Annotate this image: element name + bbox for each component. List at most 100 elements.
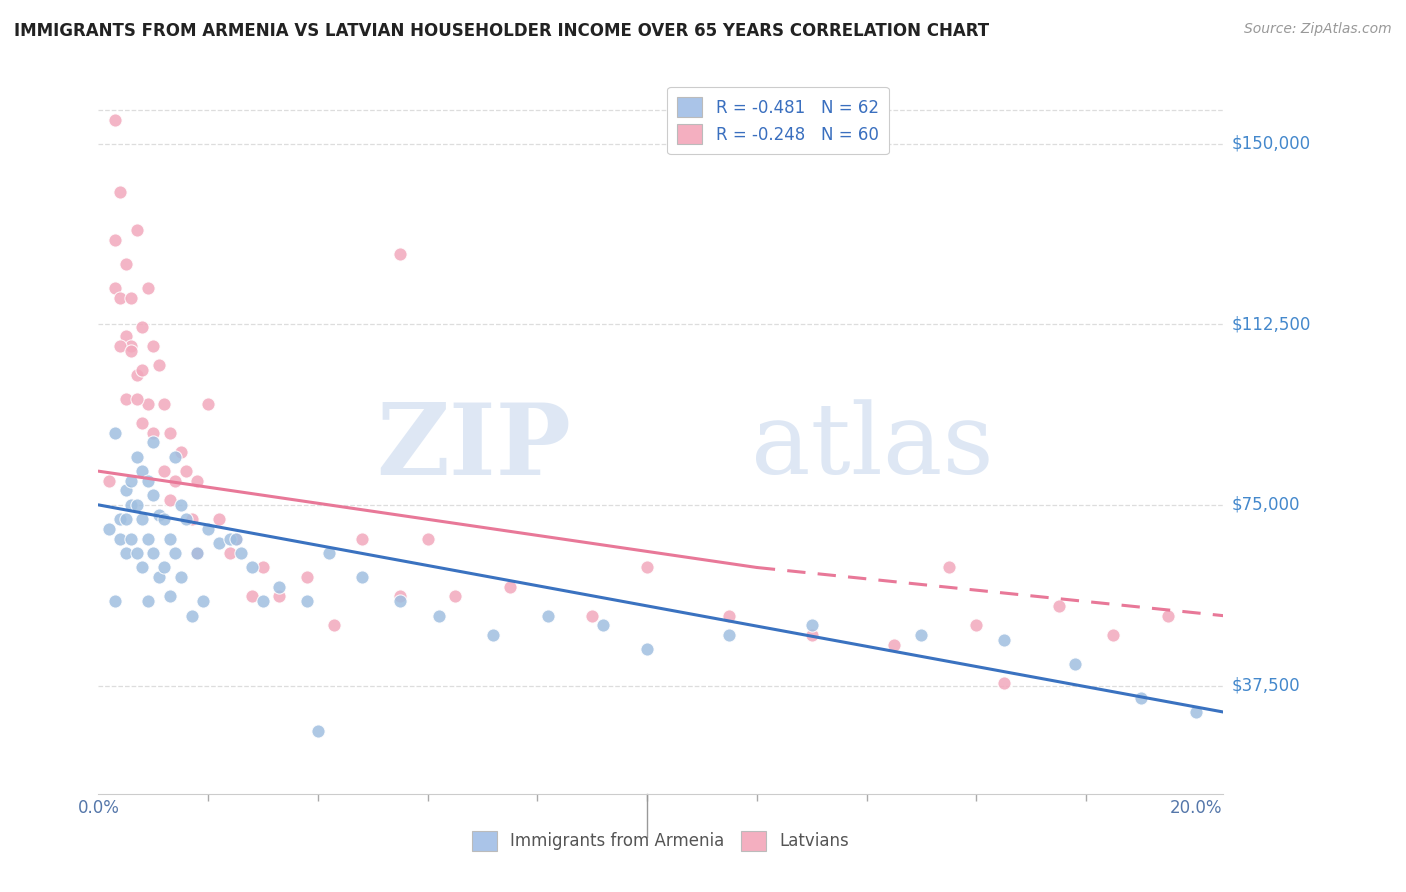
Text: $75,000: $75,000 [1232,496,1301,514]
Text: Source: ZipAtlas.com: Source: ZipAtlas.com [1244,22,1392,37]
Point [191,594,214,608]
Point [180,512,202,526]
Point [98,474,121,488]
Point [110,512,132,526]
Point [131,363,153,377]
Point [115,257,138,271]
Point [115,512,138,526]
Text: atlas: atlas [751,400,994,495]
Point [131,319,153,334]
Point [159,493,181,508]
Point [98,522,121,536]
Point [219,546,242,560]
Point [125,450,148,464]
Point [120,339,142,353]
Point [120,291,142,305]
Point [148,570,170,584]
Point [389,247,412,261]
Point [295,570,318,584]
Point [180,608,202,623]
Point [159,532,181,546]
Point [136,474,159,488]
Point [125,392,148,406]
Point [153,512,176,526]
Point [295,594,318,608]
Point [131,560,153,574]
Point [115,392,138,406]
Point [115,329,138,343]
Point [159,590,181,604]
Point [125,498,148,512]
Point [142,546,165,560]
Point [131,512,153,526]
Point [444,590,467,604]
Point [636,642,658,657]
Point [148,358,170,372]
Point [153,464,176,478]
Point [120,343,142,358]
Point [499,580,522,594]
Point [136,594,159,608]
Point [186,546,208,560]
Point [131,416,153,430]
Point [1129,690,1152,705]
Point [153,397,176,411]
Point [219,532,242,546]
Point [240,560,263,574]
Point [537,608,560,623]
Text: $112,500: $112,500 [1232,315,1310,334]
Point [938,560,960,574]
Point [197,397,219,411]
Point [110,291,132,305]
Point [389,590,412,604]
Point [142,488,165,502]
Point [104,281,127,295]
Point [910,628,932,642]
Point [350,570,373,584]
Point [252,594,274,608]
Point [120,498,142,512]
Point [269,590,291,604]
Point [208,536,231,550]
Point [115,483,138,498]
Point [165,546,187,560]
Point [240,590,263,604]
Point [592,618,614,632]
Point [1047,599,1070,613]
Point [883,638,905,652]
Point [1102,628,1125,642]
Point [104,425,127,440]
Point [416,532,439,546]
Point [350,532,373,546]
Point [142,339,165,353]
Point [318,546,340,560]
Point [110,339,132,353]
Point [993,676,1015,690]
Point [269,580,291,594]
Point [120,532,142,546]
Point [125,223,148,237]
Point [165,474,187,488]
Point [159,425,181,440]
Point [186,474,208,488]
Point [174,512,197,526]
Point [225,532,247,546]
Point [153,560,176,574]
Point [197,522,219,536]
Point [125,546,148,560]
Point [142,435,165,450]
Point [800,618,823,632]
Point [323,618,346,632]
Point [104,594,127,608]
Point [104,112,127,127]
Point [165,450,187,464]
Point [142,425,165,440]
Point [174,464,197,478]
Point [1157,608,1180,623]
Text: $150,000: $150,000 [1232,135,1310,153]
Text: ZIP: ZIP [375,399,571,496]
Point [718,608,741,623]
Point [225,532,247,546]
Point [148,508,170,522]
Point [427,608,450,623]
